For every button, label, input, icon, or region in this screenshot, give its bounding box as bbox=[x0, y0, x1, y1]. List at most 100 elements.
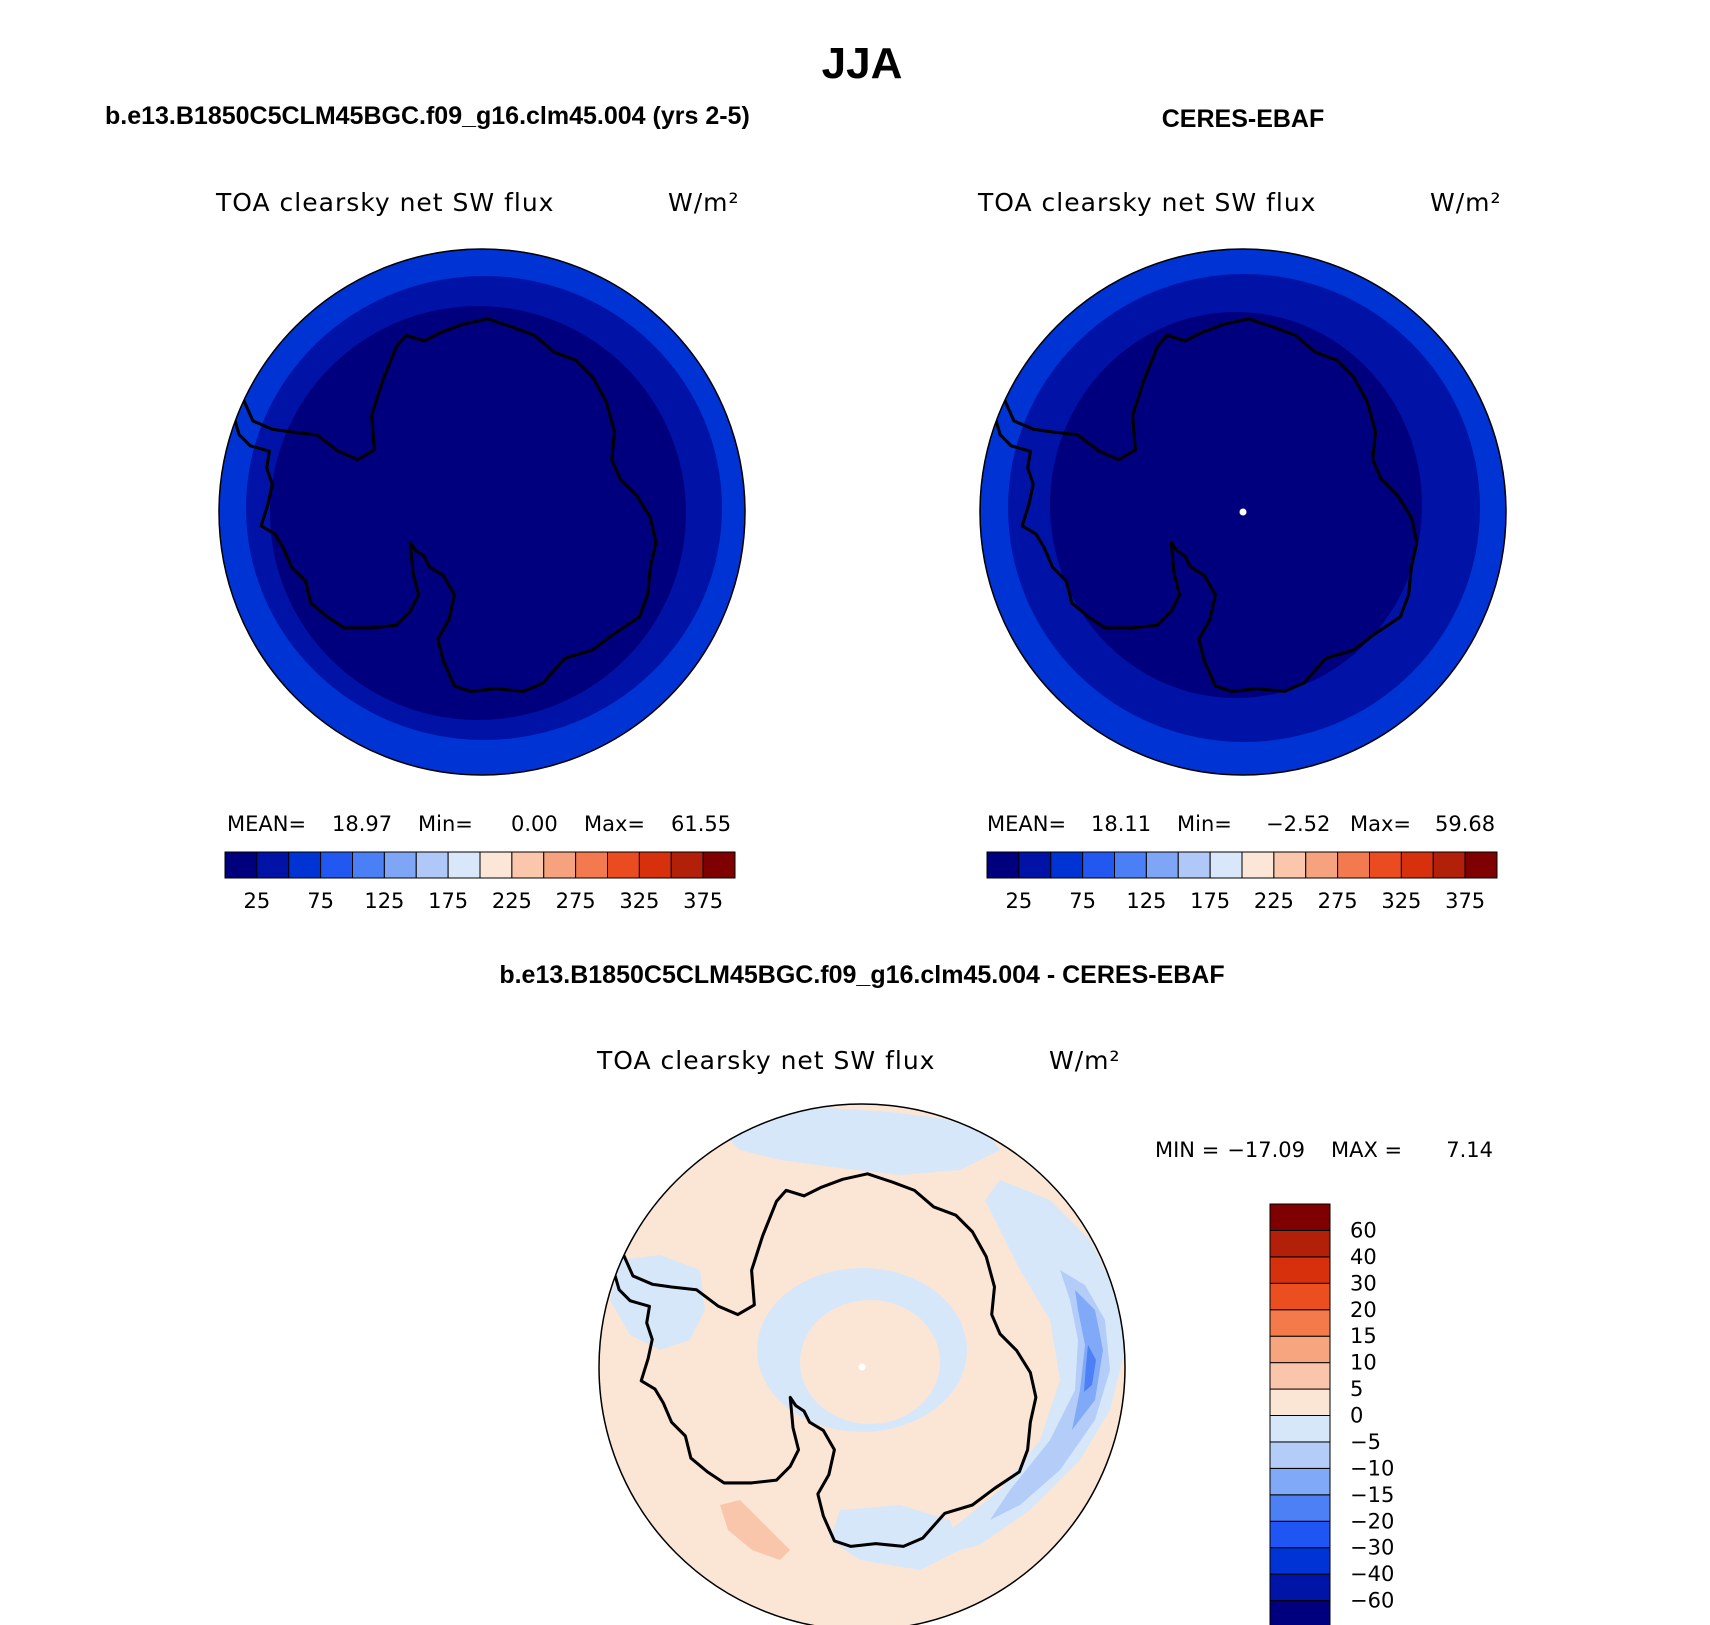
colorbar-swatch bbox=[1464, 851, 1498, 879]
colorbar-swatch bbox=[607, 851, 640, 879]
stat-min-value: −2.52 bbox=[1266, 812, 1330, 836]
stat-min-label: Min= bbox=[1177, 812, 1232, 836]
colorbar-swatch bbox=[1269, 1415, 1331, 1443]
colorbar-swatch bbox=[415, 851, 449, 879]
colorbar-swatch bbox=[1400, 851, 1434, 879]
field-band-inner bbox=[1050, 312, 1422, 698]
panel-obs-units: W/m² bbox=[1430, 188, 1502, 217]
colorbar-tick-label: −20 bbox=[1350, 1509, 1394, 1533]
colorbar-tick-label: −40 bbox=[1350, 1562, 1394, 1586]
polar-map-obs bbox=[980, 249, 1506, 775]
colorbar-swatch bbox=[1305, 851, 1339, 879]
colorbar-tick-label: 40 bbox=[1350, 1245, 1377, 1269]
colorbar-swatch bbox=[670, 851, 704, 879]
colorbar-swatch bbox=[1269, 1441, 1331, 1469]
colorbar-tick-label: 25 bbox=[244, 889, 271, 913]
colorbar-tick-label: 75 bbox=[307, 889, 334, 913]
colorbar-swatch bbox=[1432, 851, 1466, 879]
colorbar-tick-label: 60 bbox=[1350, 1218, 1377, 1242]
stat-max-label: Max= bbox=[584, 812, 645, 836]
colorbar-tick-label: 125 bbox=[364, 889, 404, 913]
colorbar-swatch bbox=[288, 851, 322, 879]
colorbar-swatch bbox=[543, 851, 577, 879]
panel-diff-variable: TOA clearsky net SW flux bbox=[596, 1046, 935, 1075]
colorbar-tick-label: −15 bbox=[1350, 1483, 1394, 1507]
field-band-neg5-south bbox=[830, 1505, 960, 1570]
colorbar-swatch bbox=[1269, 1256, 1331, 1284]
colorbar-tick-label: 325 bbox=[1381, 889, 1421, 913]
colorbar-swatch bbox=[1269, 1494, 1331, 1522]
panel-model: b.e13.B1850C5CLM45BGC.f09_g16.clm45.004 … bbox=[105, 102, 750, 913]
map-border bbox=[218, 248, 746, 776]
colorbar-tick-label: 25 bbox=[1006, 889, 1033, 913]
colorbar-tick-label: −10 bbox=[1350, 1456, 1394, 1480]
colorbar-tick-label: 30 bbox=[1350, 1271, 1377, 1295]
colorbar-model: 25 75 125 175 225 275 325 375 bbox=[224, 851, 736, 913]
colorbar-tick-label: 175 bbox=[1190, 889, 1230, 913]
colorbar-tick-label: 225 bbox=[1254, 889, 1294, 913]
colorbar-swatch bbox=[702, 851, 736, 879]
polar-map-diff bbox=[599, 1104, 1125, 1625]
colorbar-swatch bbox=[1269, 1573, 1331, 1602]
colorbar-swatch bbox=[1082, 851, 1115, 879]
colorbar-swatch bbox=[1269, 1362, 1331, 1390]
field-band-inner bbox=[270, 306, 686, 720]
stat-max-value: 59.68 bbox=[1435, 812, 1495, 836]
colorbar-swatch bbox=[1269, 1309, 1331, 1337]
colorbar-swatch bbox=[1050, 851, 1084, 879]
main-title: JJA bbox=[822, 39, 903, 88]
colorbar-tick-label: −30 bbox=[1350, 1536, 1394, 1560]
colorbar-tick-label: 175 bbox=[428, 889, 468, 913]
colorbar-tick-label: 10 bbox=[1350, 1351, 1377, 1375]
colorbar-swatch bbox=[479, 851, 513, 879]
colorbar-swatch bbox=[1273, 851, 1307, 879]
colorbar-obs: 25 75 125 175 225 275 325 375 bbox=[986, 851, 1498, 913]
colorbar-tick-label: 5 bbox=[1350, 1377, 1363, 1401]
colorbar-swatch bbox=[1177, 851, 1211, 879]
colorbar-swatch bbox=[986, 851, 1020, 879]
panel-diff: b.e13.B1850C5CLM45BGC.f09_g16.clm45.004 … bbox=[499, 961, 1493, 1625]
panel-diff-title: b.e13.B1850C5CLM45BGC.f09_g16.clm45.004 … bbox=[499, 961, 1224, 989]
field-band-neg5-east bbox=[940, 1180, 1125, 1555]
stat-min-label: Min= bbox=[418, 812, 473, 836]
map-border bbox=[598, 1103, 1126, 1625]
colorbar-tick-label: 0 bbox=[1350, 1404, 1363, 1428]
colorbar-swatch bbox=[1269, 1203, 1331, 1231]
field-band-neg20-east bbox=[1084, 1345, 1096, 1392]
colorbar-swatch bbox=[383, 851, 417, 879]
colorbar-swatch bbox=[352, 851, 385, 879]
stat-min-value: −17.09 bbox=[1227, 1138, 1305, 1162]
colorbar-swatch bbox=[1369, 851, 1402, 879]
stat-max-label: Max= bbox=[1350, 812, 1411, 836]
panel-model-title: b.e13.B1850C5CLM45BGC.f09_g16.clm45.004 … bbox=[105, 102, 750, 130]
panel-model-units: W/m² bbox=[668, 188, 740, 217]
colorbar-swatch bbox=[1018, 851, 1052, 879]
colorbar-swatch bbox=[1269, 1388, 1331, 1416]
stat-max-label: MAX = bbox=[1331, 1138, 1402, 1162]
panel-model-variable: TOA clearsky net SW flux bbox=[215, 188, 554, 217]
colorbar-swatch bbox=[1337, 851, 1370, 879]
colorbar-swatch bbox=[638, 851, 672, 879]
colorbar-swatch bbox=[1269, 1467, 1331, 1496]
pole-missing-dot bbox=[1239, 508, 1247, 516]
colorbar-swatch bbox=[224, 851, 258, 879]
colorbar-swatch bbox=[1269, 1600, 1331, 1625]
colorbar-tick-label: 20 bbox=[1350, 1298, 1377, 1322]
colorbar-swatch bbox=[1269, 1282, 1331, 1311]
colorbar-swatch bbox=[320, 851, 353, 879]
panel-obs: CERES-EBAF TOA clearsky net SW flux W/m²… bbox=[977, 105, 1507, 913]
colorbar-swatch bbox=[256, 851, 290, 879]
colorbar-tick-label: 275 bbox=[1318, 889, 1358, 913]
field-band-neg5-north bbox=[720, 1104, 1000, 1175]
field-band-0-interior bbox=[800, 1300, 940, 1424]
colorbar-swatch bbox=[1209, 851, 1243, 879]
colorbar-tick-label: 125 bbox=[1126, 889, 1166, 913]
colorbar-swatch bbox=[447, 851, 481, 879]
colorbar-tick-label: 375 bbox=[683, 889, 723, 913]
colorbar-swatch bbox=[1269, 1229, 1331, 1258]
colorbar-tick-label: 225 bbox=[492, 889, 532, 913]
colorbar-swatch bbox=[575, 851, 608, 879]
pole-missing-dot bbox=[858, 1363, 866, 1371]
